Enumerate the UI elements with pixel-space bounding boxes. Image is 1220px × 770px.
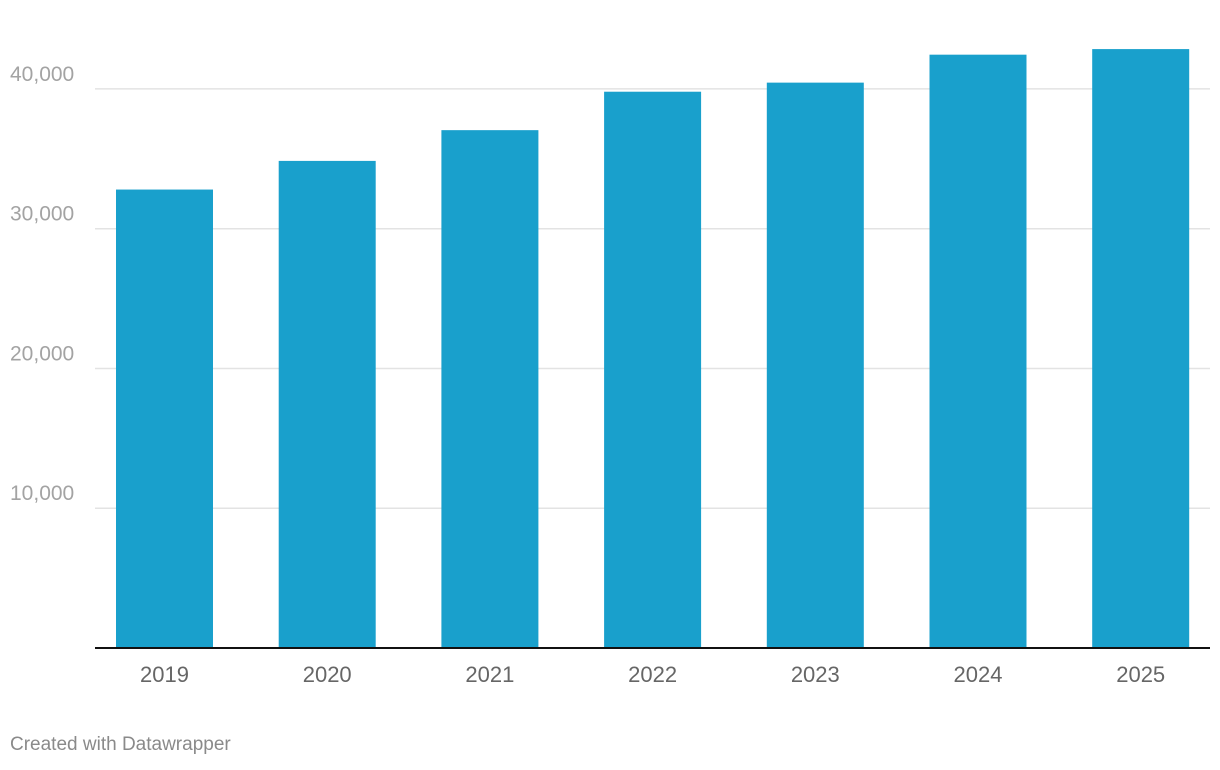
chart-canvas: 10,000 20,000 30,000 40,000 2019 2020 2021 202… (10, 49, 1210, 687)
x-tick-label: 2020 (303, 662, 352, 687)
x-tick-label: 2019 (140, 662, 189, 687)
credit-text[interactable]: Created with Datawrapper (10, 734, 231, 755)
y-tick-label: 10,000 (10, 482, 74, 505)
bar-2025[interactable] (1092, 49, 1190, 648)
y-tick-label: 30,000 (10, 203, 74, 226)
x-axis-ticks: 2019 2020 2021 2022 2023 2024 2025 (140, 662, 1165, 687)
x-tick-label: 2024 (954, 662, 1003, 687)
bar-2019[interactable] (116, 189, 213, 648)
x-tick-label: 2023 (791, 662, 840, 687)
bar-2020[interactable] (278, 160, 376, 648)
bar-chart: 10,000 20,000 30,000 40,000 2019 2020 2021 202… (10, 49, 1210, 687)
bar-2024[interactable] (929, 54, 1027, 649)
x-tick-label: 2021 (465, 662, 514, 687)
y-tick-label: 20,000 (10, 342, 74, 365)
bar-2022[interactable] (604, 91, 702, 648)
x-tick-label: 2025 (1116, 662, 1165, 687)
y-tick-label: 40,000 (10, 63, 74, 86)
x-tick-label: 2022 (628, 662, 677, 687)
bars (116, 49, 1190, 649)
bar-2023[interactable] (766, 82, 864, 648)
y-axis-ticks: 10,000 20,000 30,000 40,000 (10, 63, 74, 505)
bar-2021[interactable] (441, 130, 539, 648)
